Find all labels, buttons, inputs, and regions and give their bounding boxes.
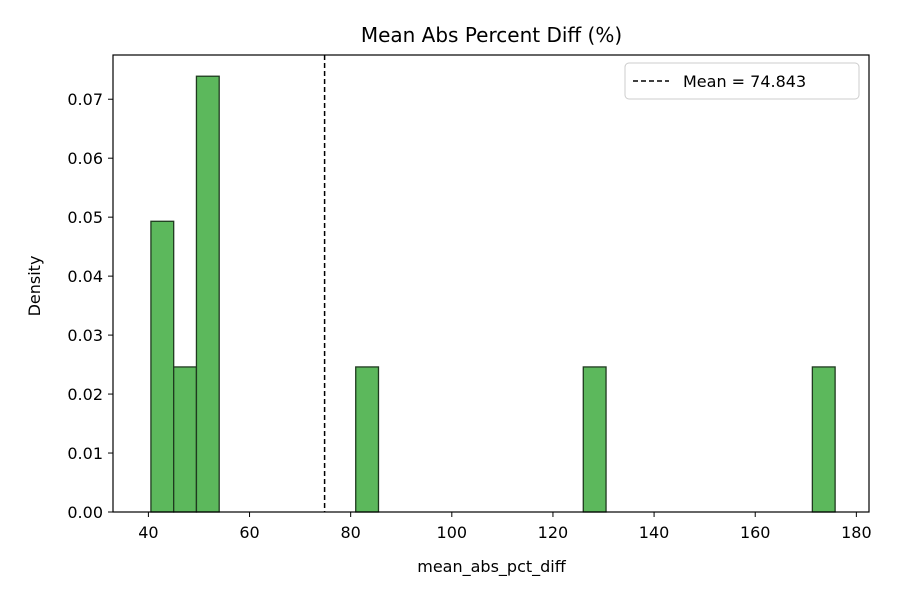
x-axis-ticks: 40 60 80 100 120 140 160 180: [138, 512, 872, 542]
histogram-bar-1: [150, 220, 175, 513]
y-tick-label: 0.06: [67, 149, 103, 168]
histogram-bar-2: [173, 366, 198, 513]
histogram-bar-4: [355, 366, 380, 513]
x-tick-label: 60: [239, 523, 259, 542]
x-tick-label: 80: [340, 523, 360, 542]
histogram-bar-6: [811, 366, 836, 513]
y-tick-label: 0.03: [67, 326, 103, 345]
y-tick-label: 0.01: [67, 444, 103, 463]
y-tick-label: 0.07: [67, 90, 103, 109]
legend-box: [624, 62, 860, 100]
legend-mean-label: Mean = 74.843: [683, 72, 806, 91]
y-tick-label: 0.04: [67, 267, 103, 286]
x-tick-label: 120: [538, 523, 569, 542]
x-tick-label: 160: [740, 523, 771, 542]
chart-title: Mean Abs Percent Diff (%): [361, 23, 622, 47]
x-tick-label: 180: [841, 523, 872, 542]
plot-frame: [112, 54, 870, 513]
x-tick-label: 140: [639, 523, 670, 542]
y-axis-ticks: 0.00 0.01 0.02 0.03 0.04 0.05 0.06 0.07: [67, 90, 113, 522]
histogram-bar-5: [582, 366, 607, 513]
y-tick-label: 0.02: [67, 385, 103, 404]
x-tick-label: 100: [437, 523, 468, 542]
y-axis-label: Density: [25, 256, 44, 317]
x-tick-label: 40: [138, 523, 158, 542]
legend: Mean = 74.843: [624, 62, 860, 100]
x-axis-label: mean_abs_pct_diff: [417, 557, 567, 577]
histogram-bars: [150, 75, 836, 513]
y-tick-label: 0.05: [67, 208, 103, 227]
y-tick-label: 0.00: [67, 503, 103, 522]
histogram-bar-3: [195, 75, 220, 513]
